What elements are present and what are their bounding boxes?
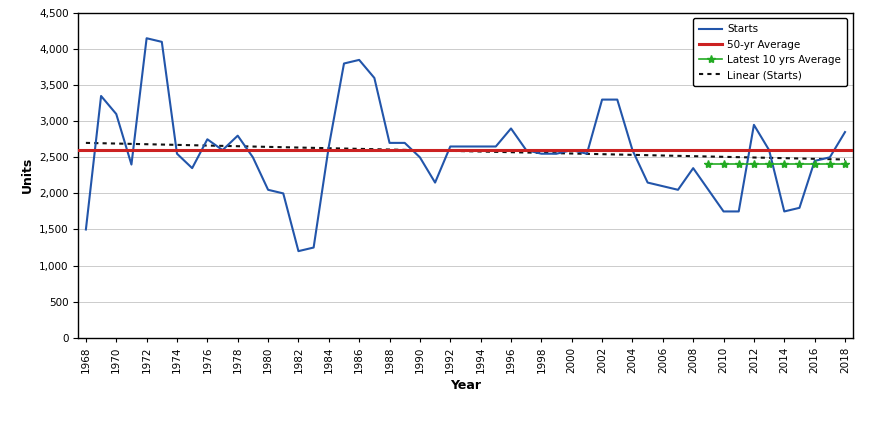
Starts — [262, 187, 273, 192]
Line: Linear (Starts): Linear (Starts) — [86, 143, 844, 159]
Latest 10 yrs Average — [839, 161, 849, 166]
Linear (Starts) — [824, 157, 834, 162]
Linear (Starts) — [248, 144, 258, 149]
Legend: Starts, 50-yr Average, Latest 10 yrs Average, Linear (Starts): Starts, 50-yr Average, Latest 10 yrs Ave… — [692, 18, 846, 86]
Latest 10 yrs Average — [718, 161, 728, 166]
Linear (Starts) — [839, 157, 849, 162]
Linear (Starts) — [323, 145, 334, 151]
Starts — [612, 97, 622, 102]
Line: Starts: Starts — [86, 38, 844, 251]
Starts — [824, 155, 834, 160]
Linear (Starts) — [627, 152, 637, 158]
Latest 10 yrs Average — [808, 161, 819, 166]
Starts — [293, 249, 303, 254]
Y-axis label: Units: Units — [20, 157, 33, 194]
Linear (Starts) — [81, 140, 91, 145]
Starts — [354, 57, 364, 62]
Line: Latest 10 yrs Average: Latest 10 yrs Average — [703, 160, 848, 168]
X-axis label: Year: Year — [449, 379, 481, 392]
Starts — [839, 129, 849, 135]
Latest 10 yrs Average — [748, 161, 759, 166]
Latest 10 yrs Average — [824, 161, 834, 166]
Latest 10 yrs Average — [733, 161, 743, 166]
Latest 10 yrs Average — [793, 161, 804, 166]
Linear (Starts) — [581, 151, 592, 156]
Starts — [142, 36, 152, 41]
Latest 10 yrs Average — [778, 161, 788, 166]
Starts — [338, 61, 348, 66]
Latest 10 yrs Average — [763, 161, 773, 166]
Starts — [657, 184, 667, 189]
Linear (Starts) — [308, 145, 318, 151]
Latest 10 yrs Average — [702, 161, 713, 166]
Starts — [81, 227, 91, 232]
